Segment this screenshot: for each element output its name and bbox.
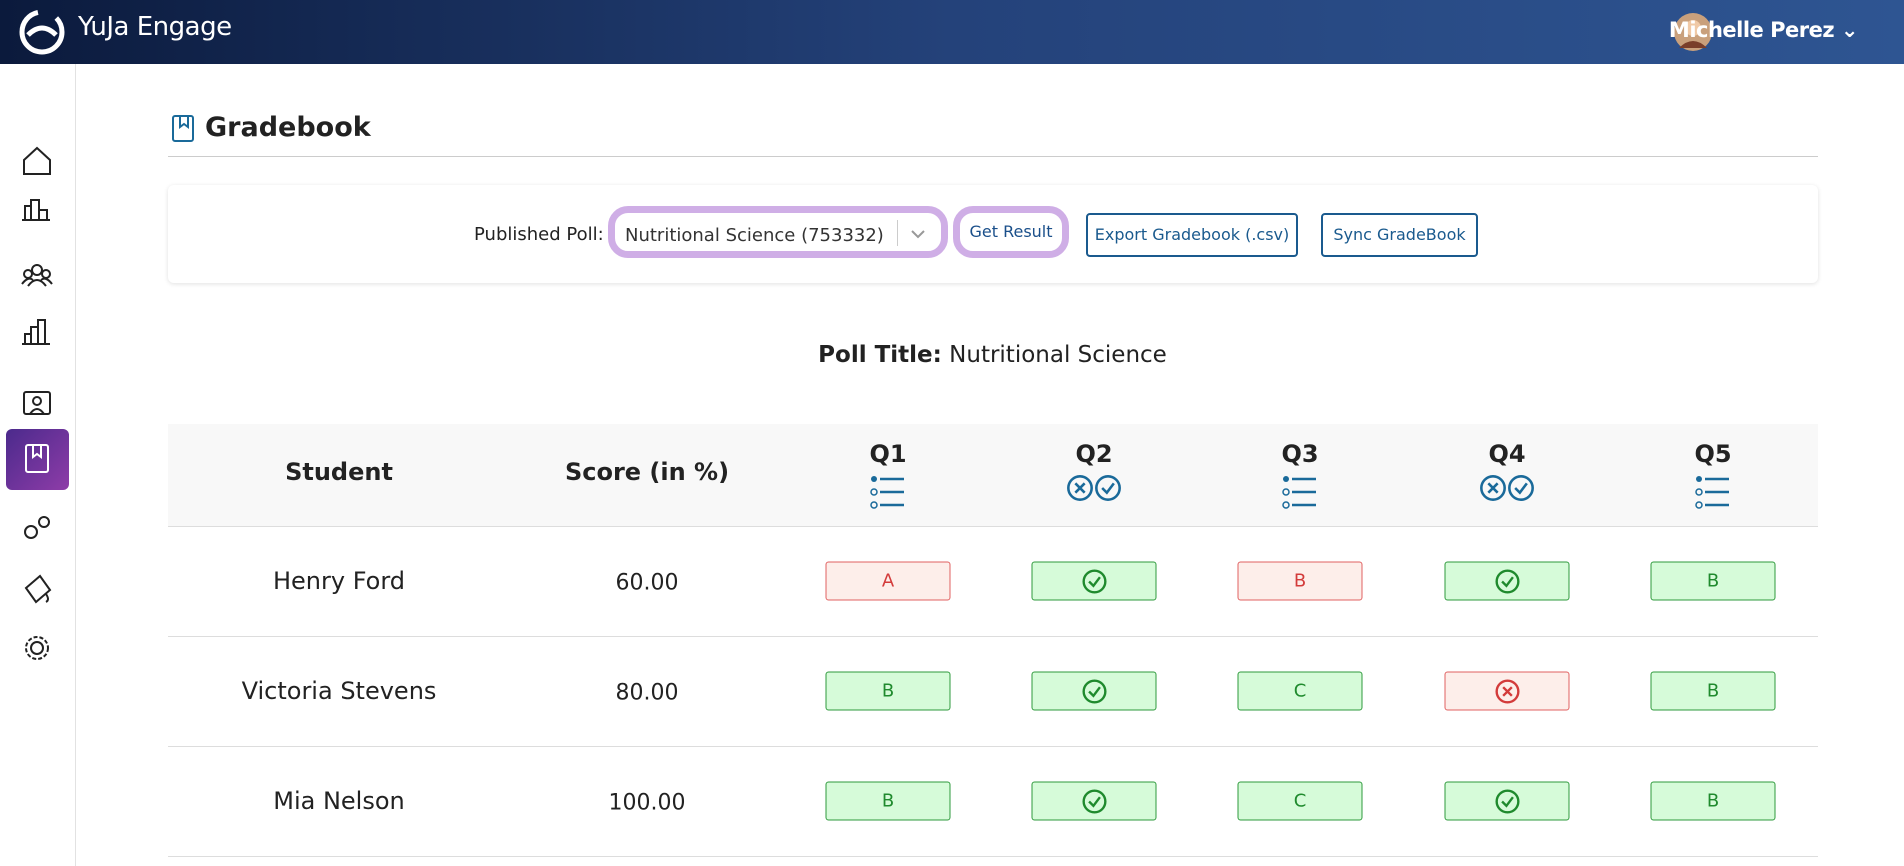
answer-cell: B: [825, 671, 951, 711]
active-nav: [6, 429, 69, 490]
answer-cell: [1444, 561, 1570, 601]
column-header: Score (in %): [564, 458, 730, 486]
student-name: Henry Ford: [272, 567, 406, 595]
question-type-icon: [1066, 474, 1122, 502]
column-header: Q1: [869, 440, 907, 468]
poll-title-value: Nutritional Science: [949, 342, 1167, 368]
question-type-icon: [1479, 474, 1535, 502]
export-button[interactable]: Export Gradebook (.csv): [1086, 213, 1298, 257]
student-name: Mia Nelson: [273, 787, 405, 815]
select-separator: [897, 220, 898, 246]
student-name: Victoria Stevens: [241, 677, 437, 705]
answer-cell: B: [1650, 671, 1776, 711]
table-row: [168, 637, 1818, 747]
score: 80.00: [615, 680, 679, 706]
score: 100.00: [608, 790, 686, 816]
nav-icons[interactable]: [0, 64, 75, 684]
answer-cell: B: [1237, 561, 1363, 601]
user-name: Michelle Perez: [1668, 18, 1835, 42]
answer-cell: B: [825, 781, 951, 821]
poll-select[interactable]: [608, 206, 948, 258]
poll-label: Published Poll:: [474, 224, 604, 245]
poll-title: Poll Title: Nutritional Science: [0, 342, 1904, 368]
question-type-icon: [1282, 474, 1318, 514]
sidebar: [0, 64, 76, 866]
gradebook-icon: [172, 115, 194, 142]
divider: [168, 156, 1818, 157]
question-type-icon: [1695, 474, 1731, 514]
column-header: Q2: [1075, 440, 1113, 468]
column-header: Q5: [1694, 440, 1732, 468]
page-title: Gradebook: [205, 112, 371, 143]
get-result-button[interactable]: Get Result: [953, 206, 1069, 258]
answer-cell: [1031, 561, 1157, 601]
table-row: [168, 527, 1818, 637]
answer-cell: B: [1650, 561, 1776, 601]
table-row: [168, 747, 1818, 857]
logo: [19, 9, 65, 55]
score: 60.00: [615, 570, 679, 596]
column-header: Q4: [1488, 440, 1526, 468]
answer-cell: [1031, 671, 1157, 711]
answer-cell: B: [1650, 781, 1776, 821]
answer-cell: C: [1237, 781, 1363, 821]
answer-cell: [1444, 671, 1570, 711]
avatar: [1674, 13, 1712, 51]
table-header: [168, 424, 1818, 527]
column-header: Q3: [1281, 440, 1319, 468]
question-type-icon: [870, 474, 906, 514]
brand: YuJa Engage: [78, 12, 232, 42]
chevron: [911, 230, 925, 239]
answer-cell: C: [1237, 671, 1363, 711]
sync-button[interactable]: Sync GradeBook: [1321, 213, 1478, 257]
answer-cell: A: [825, 561, 951, 601]
answer-cell: [1031, 781, 1157, 821]
poll-title-label: Poll Title:: [818, 342, 942, 368]
user-menu[interactable]: Michelle Perez ⌄: [1668, 18, 1859, 42]
top-bar: YuJa Engage Michelle Perez ⌄: [0, 0, 1904, 64]
answer-cell: [1444, 781, 1570, 821]
poll-select-value: Nutritional Science (753332): [625, 225, 884, 246]
column-header: Student: [285, 458, 393, 486]
